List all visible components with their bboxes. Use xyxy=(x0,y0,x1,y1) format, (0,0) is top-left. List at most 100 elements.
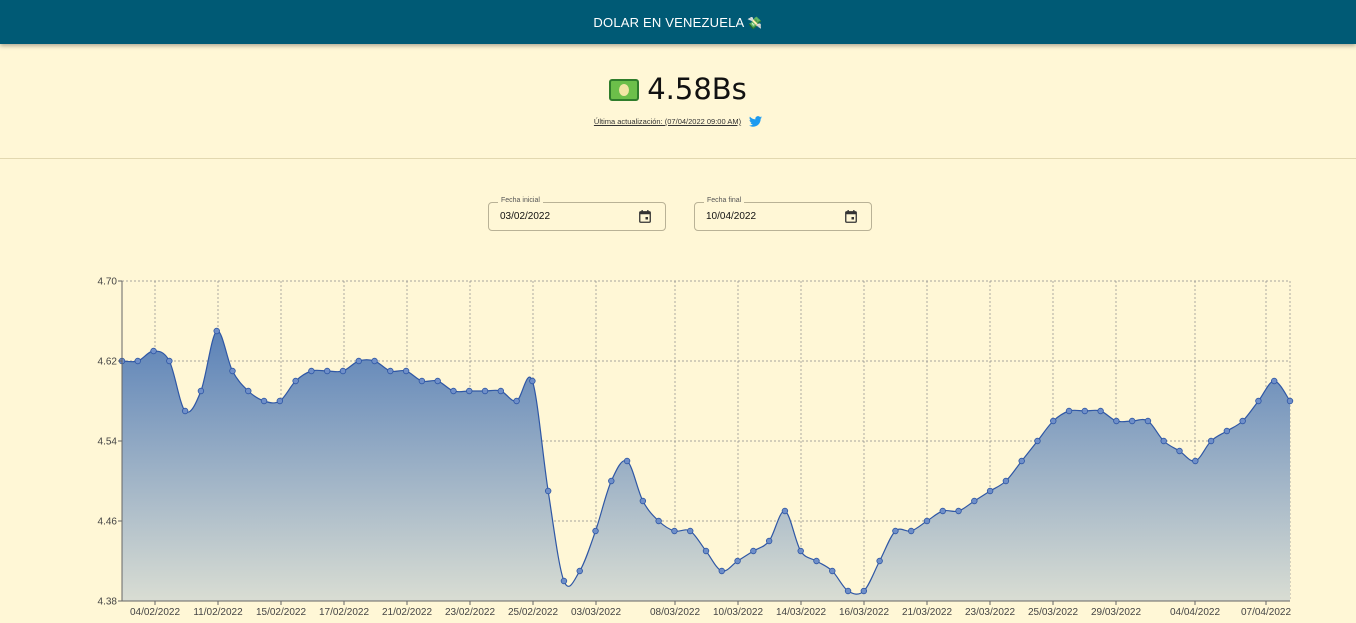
data-point[interactable] xyxy=(687,527,694,535)
data-point[interactable] xyxy=(308,367,315,375)
data-point[interactable] xyxy=(955,507,962,515)
app-header: DOLAR EN VENEZUELA 💸 xyxy=(0,0,1356,44)
data-point[interactable] xyxy=(1144,417,1152,425)
data-point[interactable] xyxy=(497,387,505,395)
data-point[interactable] xyxy=(260,397,268,405)
data-point[interactable] xyxy=(1192,457,1199,465)
data-point[interactable] xyxy=(339,367,347,375)
data-point[interactable] xyxy=(639,497,647,505)
data-point[interactable] xyxy=(371,357,378,365)
data-point[interactable] xyxy=(1223,427,1231,435)
data-point[interactable] xyxy=(1065,407,1073,415)
start-date-field[interactable]: Fecha inicial xyxy=(488,197,666,231)
data-point[interactable] xyxy=(1239,417,1246,425)
x-tick-label: 23/03/2022 xyxy=(965,607,1015,618)
data-point[interactable] xyxy=(860,587,868,595)
data-point[interactable] xyxy=(450,387,457,395)
data-point[interactable] xyxy=(276,397,284,405)
data-point[interactable] xyxy=(718,567,725,575)
x-tick-label: 14/03/2022 xyxy=(776,607,826,618)
data-point[interactable] xyxy=(844,587,852,595)
data-point[interactable] xyxy=(876,557,883,565)
data-point[interactable] xyxy=(529,377,536,385)
data-point[interactable] xyxy=(1128,417,1136,425)
data-point[interactable] xyxy=(1034,437,1041,445)
data-point[interactable] xyxy=(1097,407,1104,415)
end-date-field[interactable]: Fecha final xyxy=(694,197,872,231)
data-point[interactable] xyxy=(1286,397,1294,405)
y-tick-label: 4.70 xyxy=(98,277,118,288)
data-point[interactable] xyxy=(1207,437,1215,445)
data-point[interactable] xyxy=(1081,407,1089,415)
data-point[interactable] xyxy=(292,377,299,385)
data-point[interactable] xyxy=(608,477,615,485)
data-point[interactable] xyxy=(402,367,410,375)
data-point[interactable] xyxy=(387,367,394,375)
x-tick-label: 10/03/2022 xyxy=(713,607,763,618)
data-point[interactable] xyxy=(481,387,489,395)
data-point[interactable] xyxy=(1176,447,1183,455)
data-point[interactable] xyxy=(750,547,757,555)
area-fill xyxy=(122,330,1290,601)
data-point[interactable] xyxy=(1050,417,1057,425)
data-point[interactable] xyxy=(986,487,994,495)
data-point[interactable] xyxy=(797,547,804,555)
data-point[interactable] xyxy=(939,507,946,515)
data-point[interactable] xyxy=(466,387,473,395)
data-point[interactable] xyxy=(1160,437,1167,445)
data-point[interactable] xyxy=(245,387,252,395)
data-point[interactable] xyxy=(544,487,552,495)
data-point[interactable] xyxy=(1271,377,1278,385)
data-point[interactable] xyxy=(434,377,441,385)
data-point[interactable] xyxy=(323,367,331,375)
data-point[interactable] xyxy=(671,527,678,535)
data-point[interactable] xyxy=(813,557,820,565)
data-point[interactable] xyxy=(592,527,599,535)
calendar-icon[interactable] xyxy=(639,210,651,223)
data-point[interactable] xyxy=(1018,457,1025,465)
data-point[interactable] xyxy=(1255,397,1262,405)
data-point[interactable] xyxy=(166,357,173,365)
data-point[interactable] xyxy=(197,387,205,395)
data-point[interactable] xyxy=(907,527,915,535)
data-point[interactable] xyxy=(1113,417,1120,425)
data-point[interactable] xyxy=(734,557,741,565)
data-point[interactable] xyxy=(513,397,520,405)
price-history-chart: 4.38 4.46 4.54 4.62 4.70 04/02/2022 11/02/2022… xyxy=(98,277,1294,618)
data-point[interactable] xyxy=(655,517,662,525)
data-point[interactable] xyxy=(829,567,836,575)
end-date-input[interactable] xyxy=(706,211,836,222)
price-display: 4.58Bs xyxy=(0,72,1356,106)
data-point[interactable] xyxy=(765,537,773,545)
twitter-icon[interactable] xyxy=(749,116,763,127)
last-update-link[interactable]: Última actualización: (07/04/2022 09:00 … xyxy=(593,117,742,126)
data-point[interactable] xyxy=(971,497,978,505)
data-point[interactable] xyxy=(623,457,631,465)
data-point[interactable] xyxy=(702,547,710,555)
data-point[interactable] xyxy=(355,357,362,365)
data-point[interactable] xyxy=(213,327,220,335)
data-point[interactable] xyxy=(781,507,789,515)
data-point[interactable] xyxy=(181,407,189,415)
x-tick-label: 23/02/2022 xyxy=(445,607,495,618)
x-tick-label: 21/02/2022 xyxy=(382,607,432,618)
data-point[interactable] xyxy=(229,367,236,375)
x-tick-label: 29/03/2022 xyxy=(1091,607,1141,618)
money-wings-icon: 💸 xyxy=(747,15,763,30)
data-point[interactable] xyxy=(418,377,426,385)
start-date-input[interactable] xyxy=(500,211,630,222)
data-point[interactable] xyxy=(560,577,568,585)
data-point[interactable] xyxy=(134,357,141,365)
data-point[interactable] xyxy=(923,517,931,525)
calendar-icon[interactable] xyxy=(845,210,857,223)
x-tick-label: 03/03/2022 xyxy=(571,607,621,618)
data-point[interactable] xyxy=(150,347,157,355)
data-point[interactable] xyxy=(576,567,583,575)
price-value: 4.58Bs xyxy=(647,72,747,106)
data-point[interactable] xyxy=(1002,477,1010,485)
data-point[interactable] xyxy=(892,527,899,535)
x-tick-label: 17/02/2022 xyxy=(319,607,369,618)
data-points xyxy=(118,327,1294,595)
last-update: Última actualización: (07/04/2022 09:00 … xyxy=(0,116,1356,127)
y-tick-label: 4.46 xyxy=(98,517,118,528)
